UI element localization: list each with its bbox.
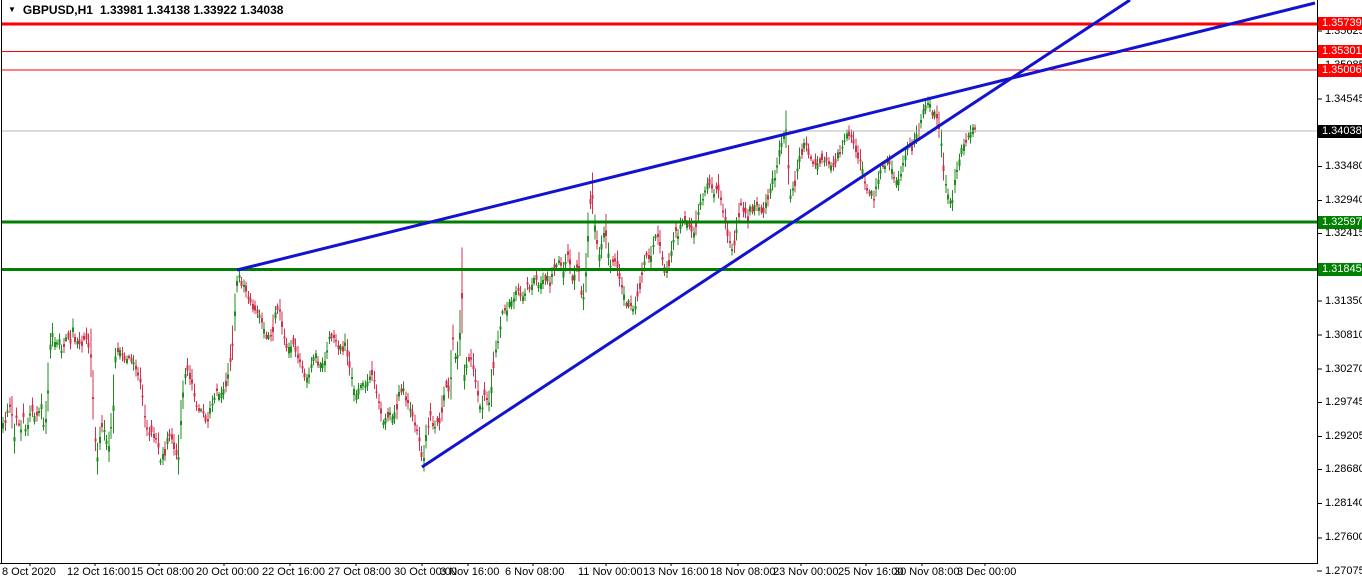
x-axis-label: 3 Dec 00:00	[957, 566, 1017, 578]
x-axis-label: 12 Oct 16:00	[67, 566, 130, 578]
price-badge-1.35739: 1.35739	[1318, 17, 1362, 31]
x-axis-label: 8 Oct 2020	[2, 566, 56, 578]
x-axis-label: 20 Oct 00:00	[196, 566, 259, 578]
x-axis-label: 27 Oct 08:00	[328, 566, 391, 578]
candles	[2, 96, 976, 475]
price-badge-1.35301: 1.35301	[1318, 45, 1362, 58]
chart-title-bar: ▼ GBPUSD,H1 1.33981 1.34138 1.33922 1.34…	[8, 3, 283, 17]
x-axis-label: 15 Oct 08:00	[131, 566, 194, 578]
x-axis-label: 25 Nov 16:00	[838, 566, 904, 578]
price-badge-1.34038: 1.34038	[1318, 124, 1362, 138]
x-axis-label: 18 Nov 08:00	[710, 566, 776, 578]
trendline-upper-channel-line[interactable]	[236, 1, 1316, 272]
x-axis-label: 30 Nov 08:00	[894, 566, 960, 578]
y-axis-tick-label: 1.31350	[1325, 294, 1362, 307]
y-axis-tick-label: 1.27600	[1325, 531, 1362, 544]
price-badge-1.31845: 1.31845	[1318, 263, 1362, 277]
chart-symbol-period: GBPUSD,H1	[22, 3, 93, 17]
x-axis-label: 22 Oct 16:00	[262, 566, 325, 578]
price-badge-1.32597: 1.32597	[1318, 215, 1362, 229]
axes	[0, 0, 1322, 572]
x-axis-label: 11 Nov 00:00	[578, 566, 643, 578]
y-axis-tick-label: 1.32940	[1325, 194, 1362, 207]
y-axis-tick-label: 1.30810	[1325, 328, 1362, 341]
y-axis-tick-label: 1.34545	[1325, 92, 1362, 105]
y-axis-tick-label: 1.27075	[1325, 564, 1362, 577]
chart-ohlc-values: 1.33981 1.34138 1.33922 1.34038	[99, 3, 284, 17]
y-axis-tick-label: 1.29745	[1325, 395, 1362, 408]
x-axis-label: 13 Nov 16:00	[643, 566, 709, 578]
trendline-lower-channel-line[interactable]	[421, 0, 1131, 469]
symbol-dropdown-icon[interactable]: ▼	[8, 5, 16, 14]
y-axis-tick-label: 1.32415	[1325, 227, 1362, 240]
y-axis-tick-label: 1.30270	[1325, 362, 1362, 375]
x-axis-label: 30 Oct 00:00	[394, 566, 457, 578]
y-axis-tick-label: 1.28680	[1325, 463, 1362, 476]
y-axis-tick-label: 1.28140	[1325, 497, 1362, 510]
y-axis-tick-label: 1.33480	[1325, 160, 1362, 172]
y-axis-tick-label: 1.29205	[1325, 430, 1362, 442]
x-axis-label: 23 Nov 00:00	[773, 566, 839, 578]
x-axis-label: 6 Nov 08:00	[505, 566, 565, 578]
price-badge-1.35006: 1.35006	[1318, 63, 1362, 77]
x-axis-label: 3 Nov 16:00	[440, 566, 500, 578]
